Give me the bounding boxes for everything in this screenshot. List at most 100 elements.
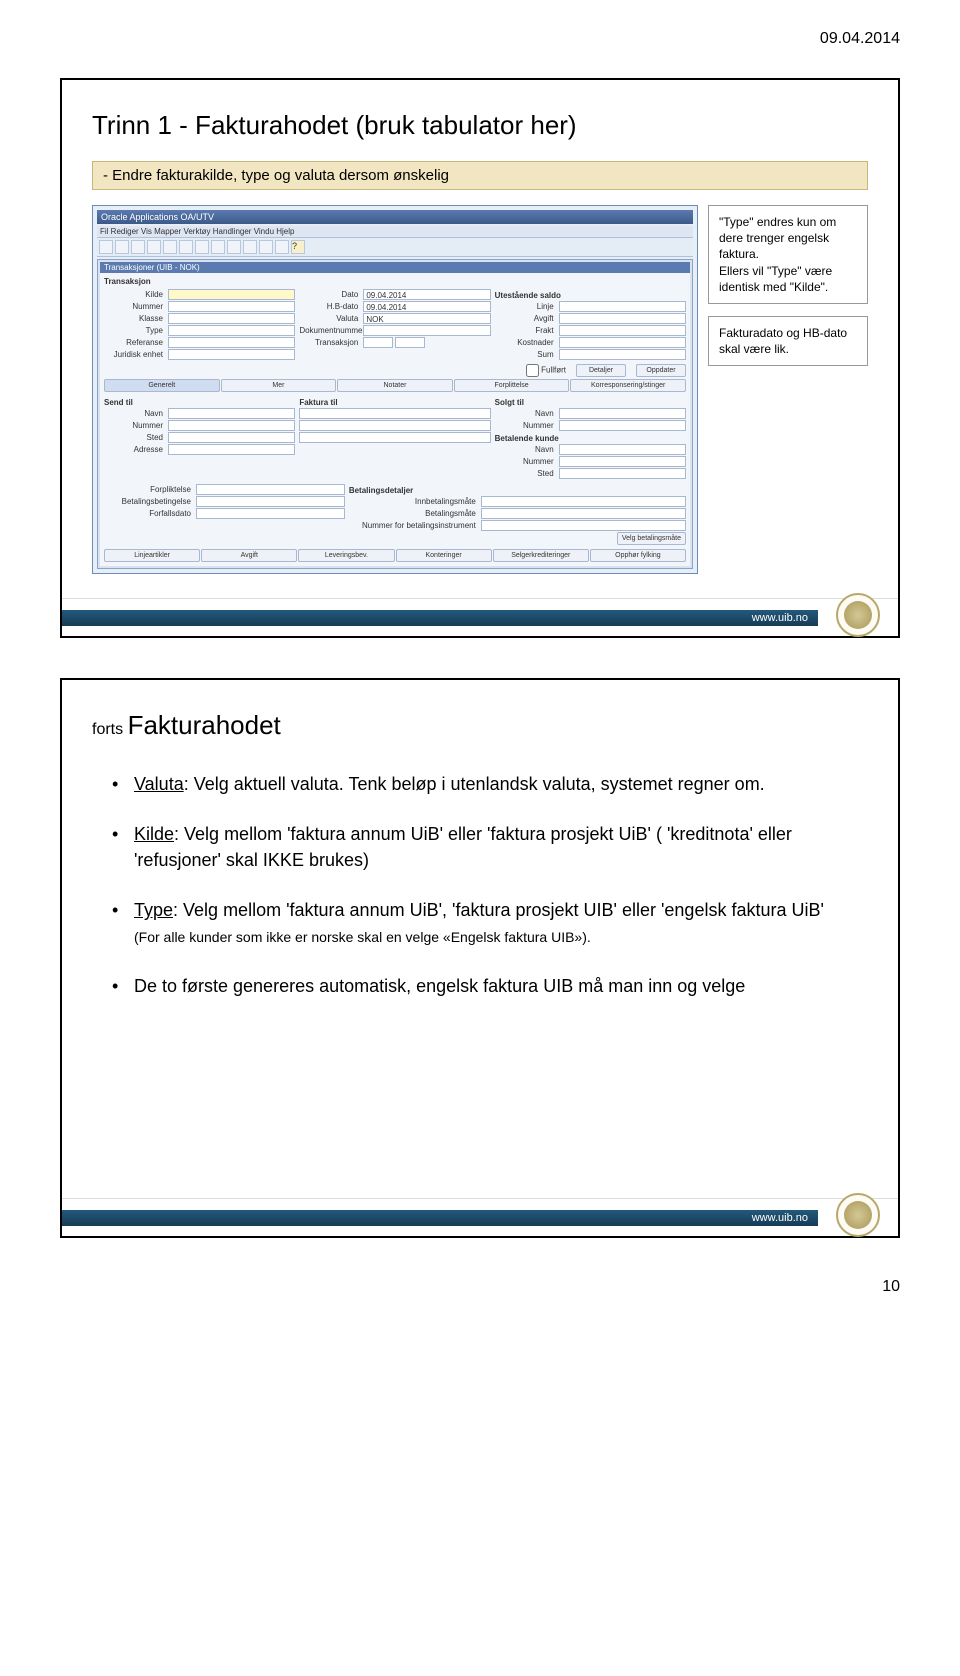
input[interactable] bbox=[559, 420, 686, 431]
inner-tabs[interactable]: Generelt Mer Notater Forplittelse Korres… bbox=[104, 379, 686, 392]
label-transaksjon: Transaksjon bbox=[299, 338, 361, 347]
btn-levering[interactable]: Leveringsbev. bbox=[298, 549, 394, 562]
input-dato[interactable]: 09.04.2014 bbox=[363, 289, 490, 300]
input-klasse[interactable] bbox=[168, 313, 295, 324]
input[interactable] bbox=[168, 420, 295, 431]
input[interactable] bbox=[559, 444, 686, 455]
label-kostnader: Kostnader bbox=[495, 338, 557, 347]
input-juridisk[interactable] bbox=[168, 349, 295, 360]
label-frakt: Frakt bbox=[495, 326, 557, 335]
bullet-kilde: Kilde: Velg mellom 'faktura annum UiB' e… bbox=[112, 821, 848, 873]
bullet-auto: De to første genereres automatisk, engel… bbox=[112, 973, 848, 999]
label-sted: Sted bbox=[495, 469, 557, 478]
btn-opphor[interactable]: Opphør fylking bbox=[590, 549, 686, 562]
input-dokumentnr[interactable] bbox=[363, 325, 490, 336]
help-icon[interactable]: ? bbox=[291, 240, 305, 254]
slide-2: forts Fakturahodet Valuta: Velg aktuell … bbox=[60, 678, 900, 1238]
label-hbdato: H.B-dato bbox=[299, 302, 361, 311]
input-type[interactable] bbox=[168, 325, 295, 336]
page-number: 10 bbox=[60, 1278, 900, 1296]
label-avgift: Avgift bbox=[495, 314, 557, 323]
btn-konteringer[interactable]: Konteringer bbox=[396, 549, 492, 562]
label-navn: Navn bbox=[495, 445, 557, 454]
bullet-type: Type: Velg mellom 'faktura annum UiB', '… bbox=[112, 897, 848, 949]
oppdater-button[interactable]: Oppdater bbox=[636, 364, 686, 377]
btn-linjeartikler[interactable]: Linjeartikler bbox=[104, 549, 200, 562]
app-menubar[interactable]: Fil Rediger Vis Mapper Verktøy Handlinge… bbox=[97, 226, 693, 238]
tab-mer[interactable]: Mer bbox=[221, 379, 337, 392]
toolbar-icon[interactable] bbox=[99, 240, 113, 254]
label-sted: Sted bbox=[104, 433, 166, 442]
toolbar-icon[interactable] bbox=[147, 240, 161, 254]
toolbar-icon[interactable] bbox=[131, 240, 145, 254]
input[interactable] bbox=[481, 508, 686, 519]
input-kostnader bbox=[559, 337, 686, 348]
hdr-sendtil: Send til bbox=[104, 398, 295, 407]
detaljer-button[interactable]: Detaljer bbox=[576, 364, 626, 377]
uib-seal-icon bbox=[836, 1193, 880, 1237]
toolbar-icon[interactable] bbox=[275, 240, 289, 254]
input[interactable] bbox=[559, 408, 686, 419]
input-transaksjon[interactable] bbox=[363, 337, 393, 348]
toolbar-icon[interactable] bbox=[115, 240, 129, 254]
label-sum: Sum bbox=[495, 350, 557, 359]
tab-forpliktelse[interactable]: Forplittelse bbox=[454, 379, 570, 392]
bullet-valuta: Valuta: Velg aktuell valuta. Tenk beløp … bbox=[112, 771, 848, 797]
input-sum bbox=[559, 349, 686, 360]
fullfort-checkbox[interactable]: Fullført bbox=[526, 364, 566, 377]
label-dokumentnr: Dokumentnummer bbox=[299, 326, 361, 335]
toolbar-icon[interactable] bbox=[259, 240, 273, 254]
toolbar-icon[interactable] bbox=[227, 240, 241, 254]
app-toolbar[interactable]: ? bbox=[97, 238, 693, 257]
tab-notater[interactable]: Notater bbox=[337, 379, 453, 392]
page-date: 09.04.2014 bbox=[60, 30, 900, 48]
note-1: "Type" endres kun om dere trenger engels… bbox=[708, 205, 868, 304]
label-nummer2: Nummer bbox=[104, 421, 166, 430]
label-forpliktelse: Forpliktelse bbox=[104, 485, 194, 494]
btn-selgerkred[interactable]: Selgerkrediteringer bbox=[493, 549, 589, 562]
input-avgift bbox=[559, 313, 686, 324]
input-valuta[interactable]: NOK bbox=[363, 313, 490, 324]
footer-url: www.uib.no bbox=[62, 1210, 818, 1226]
footer-url: www.uib.no bbox=[62, 610, 818, 626]
input[interactable] bbox=[559, 456, 686, 467]
input-hbdato[interactable]: 09.04.2014 bbox=[363, 301, 490, 312]
toolbar-icon[interactable] bbox=[211, 240, 225, 254]
input[interactable] bbox=[196, 484, 345, 495]
input[interactable] bbox=[481, 520, 686, 531]
note-2: Fakturadato og HB-dato skal være lik. bbox=[708, 316, 868, 366]
input-referanse[interactable] bbox=[168, 337, 295, 348]
btn-avgift[interactable]: Avgift bbox=[201, 549, 297, 562]
tab-korr[interactable]: Korresponsering/stinger bbox=[570, 379, 686, 392]
velg-betaling-button[interactable]: Velg betalingsmåte bbox=[617, 532, 686, 545]
label-adresse: Adresse bbox=[104, 445, 166, 454]
input-kilde[interactable] bbox=[168, 289, 295, 300]
slide1-callout: - Endre fakturakilde, type og valuta der… bbox=[92, 161, 868, 190]
label-betal: Betalingsmåte bbox=[349, 509, 479, 518]
toolbar-icon[interactable] bbox=[195, 240, 209, 254]
label-forfall: Forfallsdato bbox=[104, 509, 194, 518]
tab-transaksjon[interactable]: Transaksjon bbox=[104, 277, 686, 286]
input[interactable] bbox=[196, 508, 345, 519]
input[interactable] bbox=[168, 444, 295, 455]
slide-footer: www.uib.no bbox=[62, 598, 898, 636]
input[interactable] bbox=[481, 496, 686, 507]
input-transaksjon2[interactable] bbox=[395, 337, 425, 348]
toolbar-icon[interactable] bbox=[163, 240, 177, 254]
label-navn: Navn bbox=[104, 409, 166, 418]
uib-seal-icon bbox=[836, 593, 880, 637]
hdr-betalende: Betalende kunde bbox=[495, 434, 686, 443]
input[interactable] bbox=[168, 432, 295, 443]
input[interactable] bbox=[299, 420, 490, 431]
tab-generelt[interactable]: Generelt bbox=[104, 379, 220, 392]
slide2-title: forts Fakturahodet bbox=[92, 710, 868, 741]
input[interactable] bbox=[299, 432, 490, 443]
label-linje: Linje bbox=[495, 302, 557, 311]
input[interactable] bbox=[299, 408, 490, 419]
input[interactable] bbox=[559, 468, 686, 479]
toolbar-icon[interactable] bbox=[243, 240, 257, 254]
input[interactable] bbox=[168, 408, 295, 419]
input-nummer[interactable] bbox=[168, 301, 295, 312]
input[interactable] bbox=[196, 496, 345, 507]
toolbar-icon[interactable] bbox=[179, 240, 193, 254]
